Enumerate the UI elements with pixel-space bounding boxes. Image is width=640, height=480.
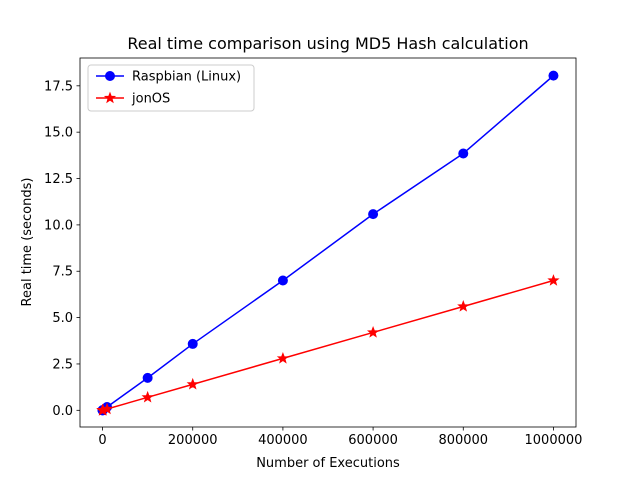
x-tick-label: 800000 [438, 433, 488, 448]
x-axis-label: Number of Executions [256, 456, 400, 471]
legend-frame [87, 64, 255, 112]
y-tick-label: 15.0 [44, 126, 73, 141]
legend-marker-1 [103, 91, 117, 104]
data-point [100, 402, 114, 415]
data-point [276, 351, 290, 364]
legend-label-1: jonOS [131, 92, 170, 107]
x-tick-label: 0 [98, 433, 106, 448]
legend-label-0: Raspbian (Linux) [132, 70, 241, 85]
y-axis-label: Real time (seconds) [20, 178, 35, 307]
data-point [548, 70, 559, 81]
data-point [141, 390, 154, 403]
x-tick-label: 200000 [168, 433, 218, 448]
y-tick-label: 0.0 [52, 404, 73, 419]
plot-area: 0 200000 400000 600000 800000 1000000 0.0 2.5 5.… [44, 57, 583, 448]
y-tick-label: 17.5 [44, 79, 73, 94]
data-point [187, 338, 198, 349]
legend: Raspbian (Linux) jonOS [87, 64, 255, 112]
y-tick-label: 10.0 [44, 218, 73, 233]
y-tick-label: 12.5 [44, 172, 73, 187]
data-point [186, 377, 199, 390]
data-point [457, 300, 470, 312]
data-point [366, 326, 380, 338]
series-1 [96, 274, 560, 416]
x-tick-label: 1000000 [525, 433, 583, 448]
y-tick-label: 7.5 [52, 265, 73, 280]
y-tick-label: 5.0 [52, 311, 73, 326]
x-tick-label: 600000 [348, 433, 398, 448]
axes-frame [79, 57, 577, 428]
x-tick-label: 400000 [258, 433, 308, 448]
data-point [277, 275, 288, 286]
y-tick-label: 2.5 [52, 357, 73, 372]
data-point [368, 209, 379, 220]
legend-marker-0 [105, 71, 115, 81]
data-point [458, 148, 469, 159]
data-point [547, 274, 560, 286]
chart-title: Real time comparison using MD5 Hash calc… [127, 34, 528, 53]
data-point [142, 372, 153, 383]
